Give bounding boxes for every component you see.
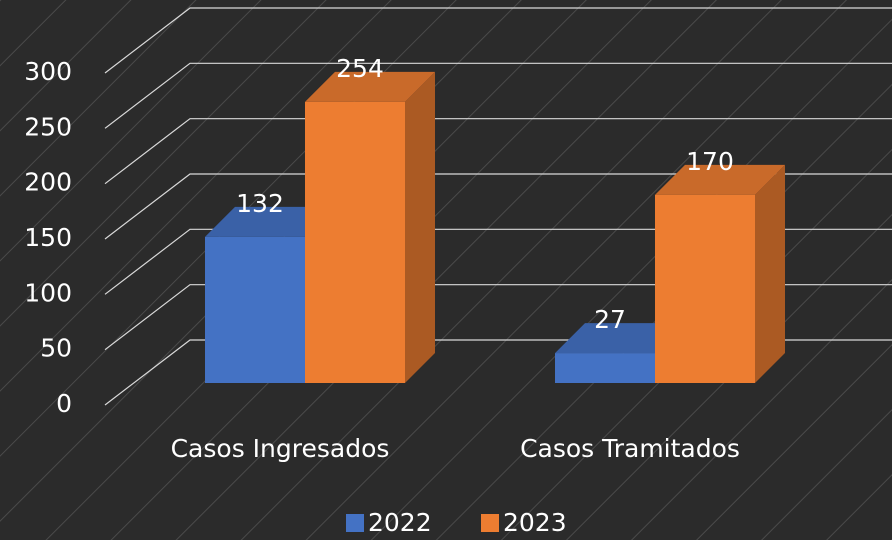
y-tick-label: 100 [24,278,72,307]
bar-top [205,206,335,237]
y-tick-label: 0 [56,389,72,418]
y-tick-label: 300 [24,57,72,86]
grid-line [104,62,892,129]
bar-front [305,101,405,383]
y-tick-label: 150 [24,223,72,252]
x-tick-label: Casos Ingresados [171,434,390,463]
y-tick-label: 200 [24,168,72,197]
bar-top [555,323,685,354]
bar-front [205,236,305,383]
y-tick-label: 250 [24,112,72,141]
bar [655,164,785,383]
bar-top [305,71,435,102]
legend-swatch [481,514,499,532]
bar-front [555,353,655,383]
grid-line [104,173,892,240]
x-tick-label: Casos Tramitados [520,434,740,463]
legend-label: 2023 [503,508,567,537]
data-label: 132 [236,189,284,218]
data-label: 254 [336,54,384,83]
bar-top [655,164,785,195]
grid-line [104,118,892,185]
data-label: 27 [594,305,626,334]
y-tick-label: 50 [40,334,72,363]
legend-label: 2022 [368,508,432,537]
bar-side [405,71,435,383]
grid-line [104,7,892,74]
data-label: 170 [686,147,734,176]
bar [305,71,435,383]
bar-front [655,194,755,383]
bar-side [755,164,785,383]
legend-swatch [346,514,364,532]
